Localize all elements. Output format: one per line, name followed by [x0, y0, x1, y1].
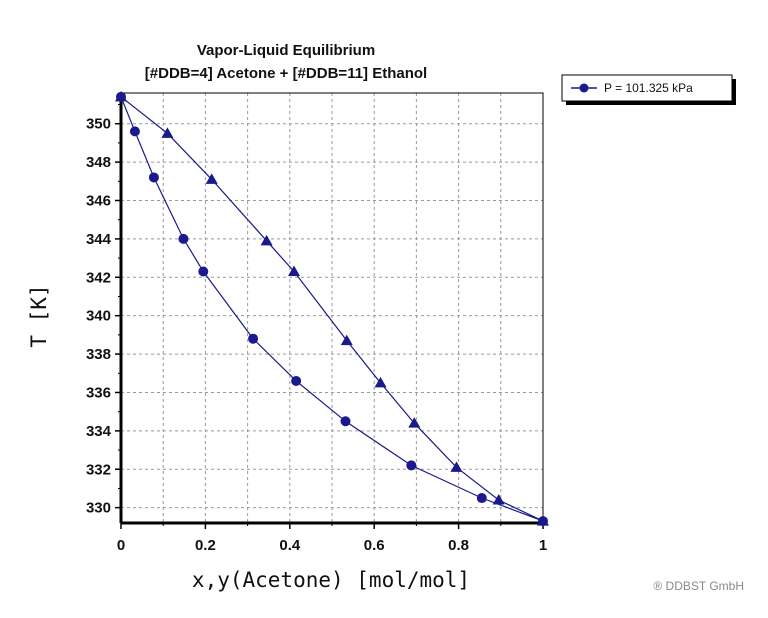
data-point-triangle [450, 461, 463, 472]
y-tick-label: 334 [86, 423, 112, 440]
grid [121, 93, 543, 523]
data-point-circle [198, 266, 209, 277]
copyright-text: ® DDBST GmbH [653, 579, 744, 593]
y-tick-label: 342 [86, 269, 111, 286]
x-tick-label: 1 [539, 537, 547, 554]
data-point-triangle [340, 334, 353, 346]
legend: P = 101.325 kPa [561, 74, 736, 105]
x-tick-label: 0 [117, 537, 125, 554]
data-point-circle [340, 416, 351, 427]
x-tick-label: 0.2 [195, 537, 216, 554]
data-point-circle [291, 375, 302, 386]
data-point-circle [406, 460, 417, 471]
chart-subtitle: [#DDB=4] Acetone + [#DDB=11] Ethanol [145, 65, 427, 82]
data-point-triangle [492, 493, 505, 505]
y-tick-label: 350 [86, 116, 111, 133]
data-point-triangle [260, 234, 273, 246]
data-point-triangle [161, 127, 174, 138]
data-point-triangle [205, 173, 218, 184]
axes [115, 92, 544, 529]
y-tick-labels: 330 332 334 336 338 340 342 344 346 348 350 [86, 116, 112, 517]
y-tick-label: 340 [86, 308, 111, 325]
x-tick-labels: 0 0.2 0.4 0.6 0.8 1 [117, 537, 547, 554]
x-tick-label: 0.6 [364, 537, 385, 554]
data-point-triangle [288, 265, 301, 277]
data-point-triangle [408, 417, 421, 428]
data-point-circle [248, 333, 259, 344]
data-point-circle [178, 233, 189, 244]
series-layer [115, 90, 549, 527]
y-tick-label: 332 [86, 461, 111, 478]
x-tick-label: 0.8 [448, 537, 469, 554]
y-tick-label: 338 [86, 346, 111, 363]
plot-frame [120, 92, 544, 524]
legend-label: P = 101.325 kPa [604, 81, 693, 95]
data-point-triangle [115, 90, 127, 102]
y-tick-label: 330 [86, 500, 111, 517]
x-tick-label: 0.4 [279, 537, 301, 554]
data-point-triangle [374, 376, 387, 388]
data-point-circle [476, 493, 487, 504]
y-tick-label: 344 [86, 231, 112, 248]
chart-title: Vapor-Liquid Equilibrium [197, 42, 375, 59]
y-axis-label: T [K] [27, 284, 51, 347]
x-axis-label: x,y(Acetone) [mol/mol] [192, 568, 470, 592]
y-tick-label: 346 [86, 193, 111, 210]
data-point-triangle [537, 515, 549, 526]
y-tick-label: 348 [86, 154, 111, 171]
legend-marker [579, 83, 589, 93]
data-point-circle [129, 126, 140, 137]
data-point-circle [148, 172, 159, 183]
y-tick-label: 336 [86, 384, 111, 401]
